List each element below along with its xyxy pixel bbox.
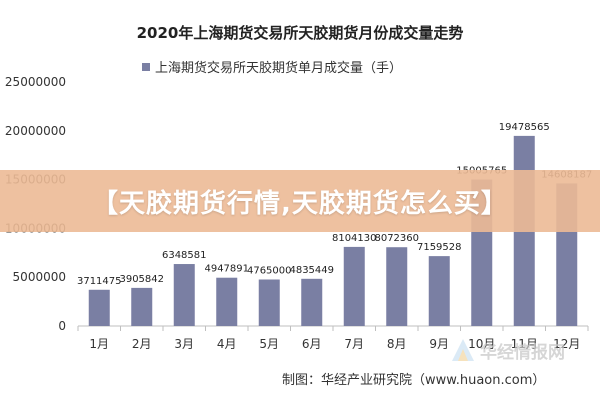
- legend: 上海期货交易所天胶期货单月成交量（手）: [142, 60, 402, 76]
- x-tick-label: 11月: [511, 337, 538, 351]
- overlay-banner: 【天胶期货行情,天胶期货怎么买】: [0, 170, 600, 232]
- data-label: 4765000: [247, 265, 292, 276]
- x-tick-label: 3月: [174, 337, 194, 351]
- x-tick-label: 4月: [217, 337, 237, 351]
- x-tick-label: 12月: [553, 337, 580, 351]
- data-label: 8104130: [332, 233, 377, 244]
- watermark: 华经情报网: [450, 336, 565, 364]
- source-note: 制图：华经产业研究院（www.huaon.com）: [282, 373, 545, 388]
- data-label: 7159528: [417, 242, 462, 253]
- x-tick-label: 1月: [89, 337, 109, 351]
- data-label: 8072360: [374, 233, 419, 244]
- x-tick-label: 10月: [468, 337, 495, 351]
- banner-text: 【天胶期货行情,天胶期货怎么买】: [92, 188, 508, 219]
- watermark-logo-icon: [452, 339, 474, 361]
- chart-title: 2020年上海期货交易所天胶期货月份成交量走势: [137, 24, 464, 42]
- bar: [216, 277, 238, 326]
- legend-swatch: [142, 63, 150, 71]
- y-tick-label: 20000000: [5, 124, 66, 138]
- bar: [428, 256, 450, 326]
- x-tick-label: 8月: [387, 337, 407, 351]
- x-tick-label: 5月: [259, 337, 279, 351]
- data-label: 3711475: [77, 276, 122, 287]
- bar: [343, 246, 365, 326]
- bar: [173, 264, 195, 326]
- y-tick-label: 25000000: [5, 75, 66, 89]
- data-label: 3905842: [119, 274, 164, 285]
- data-label: 6348581: [162, 250, 207, 261]
- x-axis: 1月 2月 3月 4月 5月 6月 7月 8月 9月 10月 11月 12月: [77, 325, 589, 351]
- bar: [131, 287, 153, 326]
- y-tick-label: 0: [58, 319, 66, 333]
- x-tick-label: 9月: [429, 337, 449, 351]
- legend-label: 上海期货交易所天胶期货单月成交量（手）: [155, 60, 402, 76]
- bar: [301, 278, 323, 326]
- data-label: 19478565: [499, 122, 550, 133]
- data-label: 4835449: [289, 265, 334, 276]
- watermark-text: 华经情报网: [480, 342, 565, 363]
- data-label: 4947891: [204, 264, 249, 275]
- x-tick-label: 6月: [302, 337, 322, 351]
- x-tick-label: 7月: [344, 337, 364, 351]
- bar: [258, 279, 280, 326]
- y-tick-label: 5000000: [13, 270, 66, 284]
- bar: [88, 289, 110, 326]
- bar: [386, 247, 408, 326]
- x-tick-label: 2月: [132, 337, 152, 351]
